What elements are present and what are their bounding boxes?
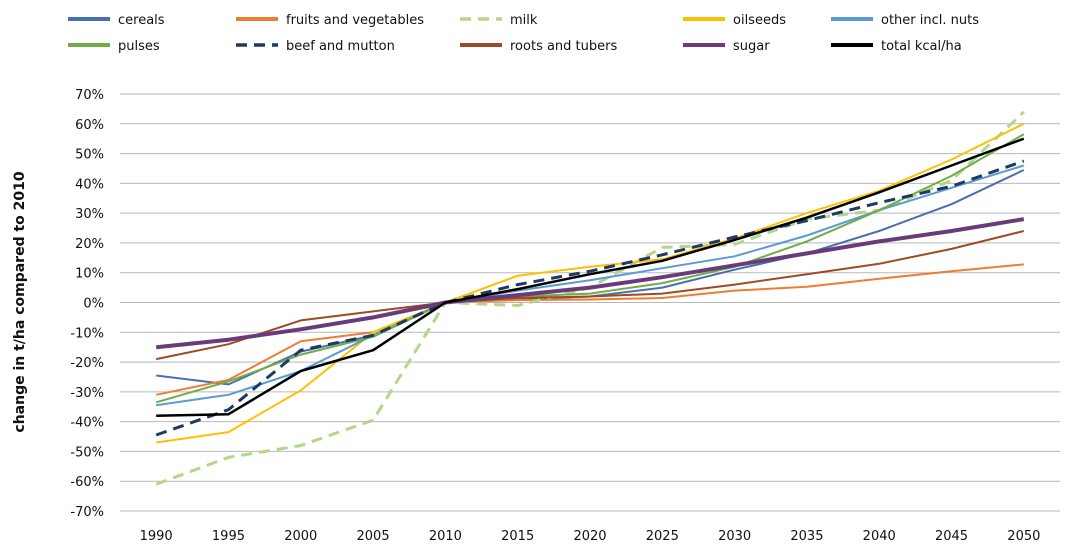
legend-item: cereals [68, 13, 165, 28]
y-tick-label: 50% [75, 148, 104, 163]
y-tick-label: 20% [75, 237, 104, 252]
series-line-sugar [155, 217, 1025, 350]
legend-item: beef and mutton [236, 39, 395, 54]
x-tick-label: 2040 [863, 529, 896, 544]
legend-item: fruits and vegetables [236, 13, 424, 28]
x-tick-label: 2025 [646, 529, 679, 544]
y-tick-label: -30% [70, 386, 104, 401]
y-tick-label: -40% [70, 416, 104, 431]
series-line-oilseeds [156, 122, 1025, 444]
y-tick-label: 10% [75, 267, 104, 282]
x-tick-label: 1995 [212, 529, 245, 544]
y-tick-label: 0% [83, 297, 104, 312]
chart-gridlines [120, 93, 1060, 512]
x-tick-label: 2050 [1007, 529, 1040, 544]
legend-item: oilseeds [683, 13, 786, 28]
x-tick-label: 2045 [935, 529, 968, 544]
y-axis-label: change in t/ha compared to 2010 [12, 171, 28, 432]
legend-item: total kcal/ha [831, 39, 962, 54]
legend-item: other incl. nuts [831, 13, 979, 28]
x-tick-label: 2000 [284, 529, 317, 544]
series-line-total-kcal-ha [156, 137, 1025, 417]
x-tick-label: 2010 [429, 529, 462, 544]
legend-item: roots and tubers [460, 39, 617, 54]
x-tick-label: 2030 [718, 529, 751, 544]
y-tick-label: 40% [75, 177, 104, 192]
series-line-roots-and-tubers [155, 230, 1025, 361]
y-axis-ticks: -70% -60% -50% -40% -30% -20% -10% 0% 10% 20% 30% 4… [70, 88, 104, 520]
legend-label: other incl. nuts [881, 13, 979, 28]
legend-item: pulses [68, 39, 160, 54]
series-line-other-incl-nuts [156, 164, 1025, 407]
chart-series [155, 110, 1025, 486]
legend-label: beef and mutton [286, 39, 395, 54]
y-tick-label: -20% [70, 356, 104, 371]
y-tick-label: 30% [75, 207, 104, 222]
x-tick-label: 2015 [501, 529, 534, 544]
series-line-fruits-and-vegetables [155, 263, 1024, 396]
y-tick-label: 60% [75, 118, 104, 133]
legend-label: roots and tubers [510, 39, 617, 54]
legend-label: cereals [118, 13, 165, 28]
legend-label: fruits and vegetables [286, 13, 424, 28]
chart-legend: cereals fruits and vegetables milk oilseeds… [68, 13, 979, 54]
series-line-milk [155, 110, 1025, 486]
y-tick-label: 70% [75, 88, 104, 103]
legend-item: sugar [683, 39, 770, 54]
legend-item: milk [460, 13, 538, 28]
legend-label: milk [510, 13, 538, 28]
legend-label: total kcal/ha [881, 39, 962, 54]
legend-label: pulses [118, 39, 160, 54]
x-tick-label: 2020 [573, 529, 606, 544]
legend-label: oilseeds [733, 13, 786, 28]
x-axis-ticks: 1990 1995 2000 2005 2010 2015 2020 2025 2030 2035… [140, 529, 1041, 544]
y-tick-label: -70% [70, 505, 104, 520]
x-tick-label: 2005 [357, 529, 390, 544]
y-tick-label: -10% [70, 326, 104, 341]
series-line-beef-and-mutton [155, 159, 1025, 437]
legend-label: sugar [733, 39, 770, 54]
x-tick-label: 2035 [790, 529, 823, 544]
series-line-pulses [155, 133, 1025, 404]
x-tick-label: 1990 [140, 529, 173, 544]
y-tick-label: -60% [70, 475, 104, 490]
y-tick-label: -50% [70, 445, 104, 460]
